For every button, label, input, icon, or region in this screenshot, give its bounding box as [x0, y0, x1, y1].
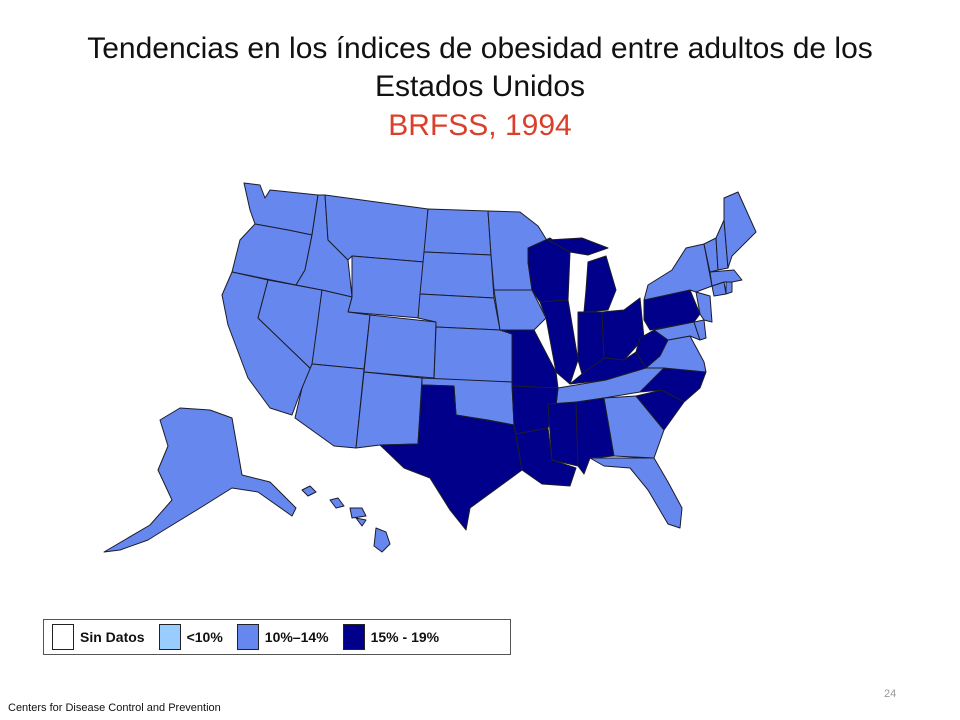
state-MT [324, 194, 429, 263]
legend-swatch-no-data [52, 624, 74, 650]
slide-title: Tendencias en los índices de obesidad en… [87, 32, 873, 103]
state-GA [603, 395, 665, 459]
legend-swatch-lt10 [158, 624, 181, 650]
legend-item-no-data: Sin Datos [52, 624, 155, 650]
state-AZ [294, 363, 365, 449]
legend-item-10-14: 10%–14% [236, 624, 339, 650]
state-AK [103, 407, 297, 553]
state-HI [301, 485, 391, 553]
legend-label-lt10: <10% [186, 629, 223, 645]
legend-item-15-19: 15% - 19% [342, 624, 449, 650]
legend-item-lt10: <10% [158, 624, 233, 650]
state-FL [589, 457, 683, 529]
map-legend: Sin Datos <10% 10%–14% 15% - 19% [43, 619, 511, 655]
state-SD [419, 251, 495, 299]
state-TX [379, 384, 523, 531]
state-ME [723, 191, 757, 269]
page-number: 24 [884, 688, 897, 700]
state-DE [693, 319, 707, 341]
legend-label-no-data: Sin Datos [80, 629, 145, 645]
state-KS [433, 326, 513, 383]
state-ND [423, 208, 492, 256]
state-CO [363, 314, 437, 379]
legend-label-15-19: 15% - 19% [370, 629, 440, 645]
source-credit: Centers for Disease Control and Preventi… [8, 702, 221, 714]
slide-subtitle: BRFSS, 1994 [388, 109, 572, 142]
us-obesity-map [103, 182, 757, 553]
state-RI [725, 281, 733, 295]
legend-label-10-14: 10%–14% [264, 629, 329, 645]
state-WY [347, 255, 425, 319]
legend-swatch-10-14 [236, 624, 259, 650]
state-MI [547, 237, 617, 313]
state-VA [645, 335, 707, 373]
state-NY [643, 243, 713, 301]
state-NM [355, 371, 423, 449]
state-NJ [695, 291, 713, 323]
state-MS [547, 401, 579, 467]
legend-swatch-15-19 [342, 624, 365, 650]
state-IA [493, 289, 547, 331]
state-LA [515, 427, 577, 487]
state-MD [653, 321, 701, 341]
state-MA [709, 269, 743, 287]
